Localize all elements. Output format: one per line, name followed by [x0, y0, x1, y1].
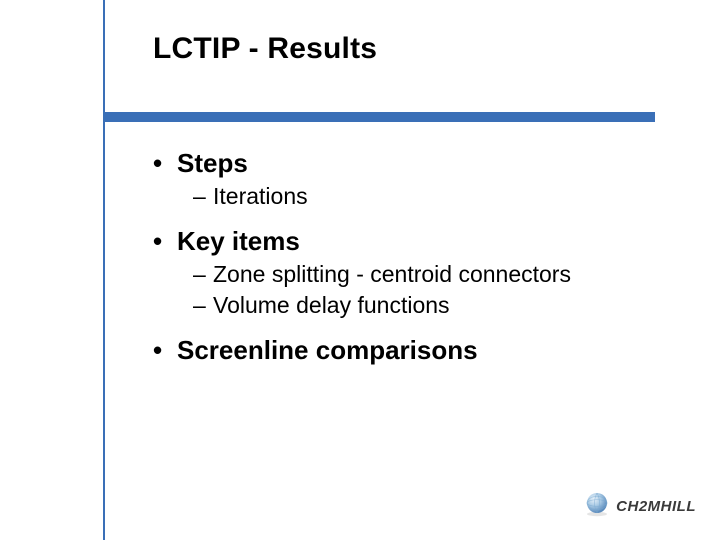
- bullet-text: Zone splitting - centroid connectors: [213, 261, 571, 288]
- slide-title: LCTIP - Results: [153, 32, 377, 66]
- bullet-text: Steps: [177, 148, 248, 179]
- company-logo: CH2MHILL: [584, 491, 696, 522]
- list-subitem: – Iterations: [193, 183, 693, 210]
- title-underline-bar: [105, 112, 655, 122]
- bullet-list: • Steps – Iterations • Key items – Zone …: [153, 148, 693, 366]
- bullet-dot-icon: •: [153, 226, 177, 257]
- bullet-dot-icon: •: [153, 335, 177, 366]
- logo-text: CH2MHILL: [616, 498, 696, 515]
- slide-content: LCTIP - Results • Steps – Iterations • K…: [105, 0, 720, 540]
- globe-icon: [584, 491, 610, 522]
- list-item: • Steps: [153, 148, 693, 179]
- bullet-text: Screenline comparisons: [177, 335, 478, 366]
- list-subitem: – Zone splitting - centroid connectors: [193, 261, 693, 288]
- list-subitem: – Volume delay functions: [193, 292, 693, 319]
- bullet-text: Iterations: [213, 183, 308, 210]
- bullet-dash-icon: –: [193, 292, 213, 319]
- bullet-dash-icon: –: [193, 261, 213, 288]
- bullet-dash-icon: –: [193, 183, 213, 210]
- left-sidebar: [0, 0, 105, 540]
- list-item: • Key items: [153, 226, 693, 257]
- list-item: • Screenline comparisons: [153, 335, 693, 366]
- bullet-text: Volume delay functions: [213, 292, 450, 319]
- bullet-dot-icon: •: [153, 148, 177, 179]
- bullet-text: Key items: [177, 226, 300, 257]
